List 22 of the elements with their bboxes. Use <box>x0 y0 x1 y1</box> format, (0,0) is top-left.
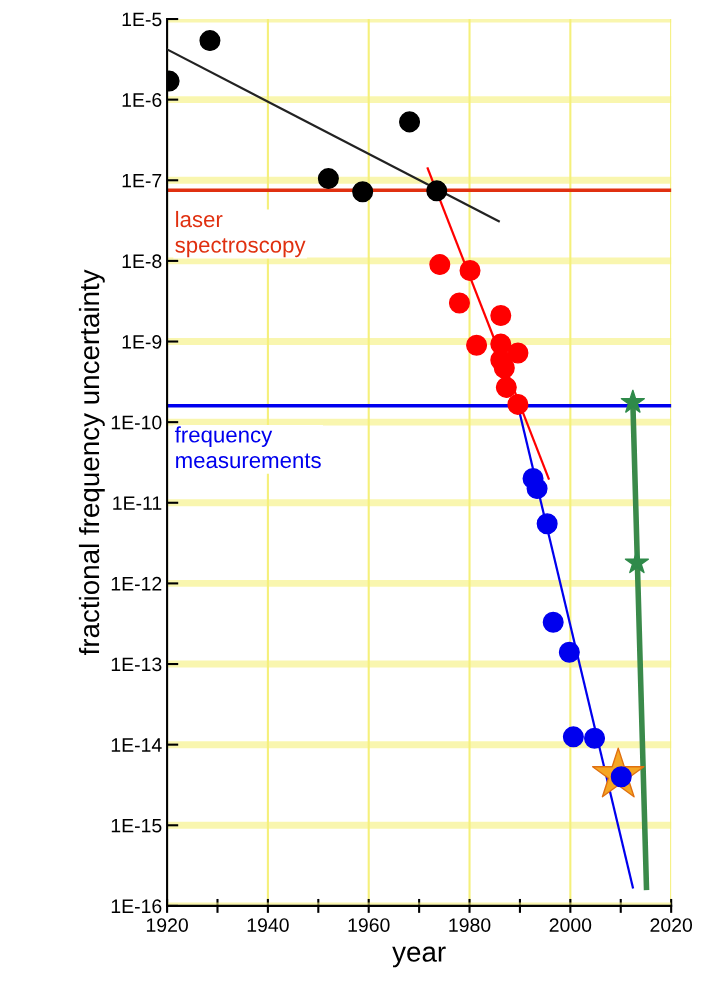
x-axis-title: year <box>392 946 446 968</box>
y-tick-label: 1E-14 <box>111 738 162 752</box>
x-tick-label: 1980 <box>449 918 491 932</box>
y-tick-label: 1E-11 <box>113 496 162 510</box>
ref-line-label: frequency measurements <box>174 426 321 469</box>
y-tick-label: 1E-15 <box>111 818 162 833</box>
x-tick-label: 2000 <box>549 918 592 932</box>
y-axis-title: fractional frequency uncertainty <box>78 269 105 656</box>
x-tick-label: 2020 <box>650 918 693 932</box>
y-tick-label: 1E-8 <box>122 254 162 269</box>
y-tick-label: 1E-7 <box>122 173 162 188</box>
y-tick-label: 1E-9 <box>122 334 162 349</box>
x-tick-label: 1960 <box>348 918 390 932</box>
x-tick-label: 1940 <box>247 918 289 932</box>
y-tick-label: 1E-6 <box>122 93 162 107</box>
y-tick-label: 1E-12 <box>111 576 162 591</box>
y-tick-label: 1E-13 <box>111 657 162 672</box>
x-tick-label: 1920 <box>146 918 188 932</box>
y-tick-label: 1E-5 <box>122 12 162 27</box>
y-tick-label: 1E-16 <box>111 899 162 914</box>
ref-line-label: laser spectroscopy <box>175 210 306 258</box>
y-tick-label: 1E-10 <box>111 415 162 430</box>
